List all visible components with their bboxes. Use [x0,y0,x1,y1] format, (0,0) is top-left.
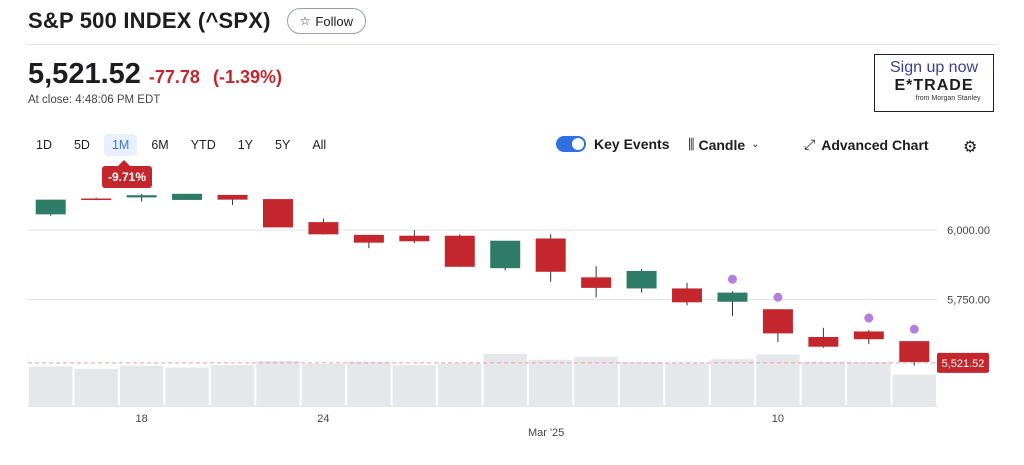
star-icon: ☆ [299,14,311,28]
volume-bar [574,356,618,406]
volume-bar [438,363,482,406]
range-all[interactable]: All [312,138,327,152]
price-row: 5,521.52 -77.78 (-1.39%) [28,58,282,91]
volume-bar [665,362,709,406]
candle-down [899,341,930,362]
ad-brand-sub: from Morgan Stanley [915,95,981,102]
x-tick-label: 18 [136,413,148,425]
x-axis: 18 24 Mar '25 10 [136,413,785,439]
grid-lines [28,229,937,407]
candle-down [672,288,703,303]
volume-bar [165,367,209,406]
x-tick-label: 10 [772,413,784,425]
close-time: At close: 4:48:06 PM EDT [28,94,161,106]
volume-bar [347,361,391,406]
key-event-dot [909,324,919,334]
range-ytd[interactable]: YTD [190,138,216,152]
chart-type-dropdown[interactable]: ⫼ Candle ⌄ [688,136,760,153]
volume-bar [528,359,573,406]
range-1m[interactable]: 1M [103,134,138,156]
candle-up [626,270,657,289]
key-event-dot [727,274,737,284]
x-tick-label: 24 [317,413,329,425]
key-event-markers [727,274,919,334]
etrade-ad[interactable]: Sign up now E*TRADE from Morgan Stanley [874,54,994,112]
volume-bar [301,364,346,406]
quote-header: S&P 500 INDEX (^SPX) ☆ Follow [28,8,366,34]
page-title: S&P 500 INDEX (^SPX) [28,8,271,33]
range-1y[interactable]: 1Y [237,138,254,152]
candle-down [353,234,384,243]
chevron-down-icon: ⌄ [751,139,760,150]
candle-down [853,331,884,340]
candle-down [581,277,612,288]
volume-bar [619,362,664,406]
range-selector: 1D 5D 1M 6M YTD 1Y 5Y All [28,134,340,156]
volume-bar [74,368,118,406]
range-5d[interactable]: 5D [73,138,90,152]
advanced-chart-label: Advanced Chart [821,136,929,153]
toggle-switch[interactable] [556,136,586,152]
candle-down [81,198,112,201]
range-1d[interactable]: 1D [36,138,52,152]
volume-bars [29,353,936,406]
divider [28,44,996,45]
volume-bar [483,353,527,406]
candle-up [126,195,157,198]
candle-up [490,240,521,269]
follow-button[interactable]: ☆ Follow [286,8,366,34]
key-events-label: Key Events [594,136,670,152]
candle-down [308,222,339,235]
candle-up [35,199,66,215]
change-value: -77.78 [148,67,200,87]
y-tick-label: 5,750.00 [947,295,990,307]
ad-brand-logo: E*TRADE [894,77,974,94]
candle-down [535,238,566,272]
volume-bar [210,365,255,406]
chart-type-label: Candle [698,136,746,153]
candle-up [717,292,748,302]
volume-bar [892,374,936,406]
last-price-tag [937,352,989,373]
candles [35,193,930,366]
candle-icon: ⫼ [688,136,695,152]
y-tick-label: 6,000.00 [947,225,990,237]
last-price: 5,521.52 [28,58,141,90]
volume-bar [847,362,891,406]
gear-icon[interactable]: ⚙ [963,139,978,156]
price-change: -77.78 (-1.39%) [149,67,282,88]
volume-bar [756,354,800,406]
x-tick-label: Mar '25 [528,427,564,439]
candle-down [444,235,475,267]
key-event-dot [864,313,874,323]
volume-bar [710,359,755,406]
candle-down [399,235,430,242]
candle-down [762,309,793,334]
last-price-label: 5,521.52 [942,358,985,370]
range-5y[interactable]: 5Y [275,138,291,152]
follow-label: Follow [315,13,353,29]
key-events-toggle[interactable]: Key Events [556,136,669,152]
key-event-dot [773,292,783,302]
volume-bar [256,361,300,406]
candle-down [262,199,293,228]
volume-bar [119,365,164,406]
candle-up [172,193,203,200]
ad-signup-text: Sign up now [889,59,979,76]
period-change-badge: -9.71% [102,160,153,188]
change-percent: (-1.39%) [212,67,282,87]
candle-down [808,336,839,347]
volume-bar [29,366,73,406]
y-axis: 6,000.00 5,750.00 5,521.52 [937,225,990,373]
advanced-chart-button[interactable]: ⤢ Advanced Chart [804,136,929,153]
candle-down [217,194,248,200]
range-6m[interactable]: 6M [151,138,169,152]
expand-icon: ⤢ [804,136,816,152]
volume-bar [392,365,437,406]
volume-bar [801,361,846,406]
